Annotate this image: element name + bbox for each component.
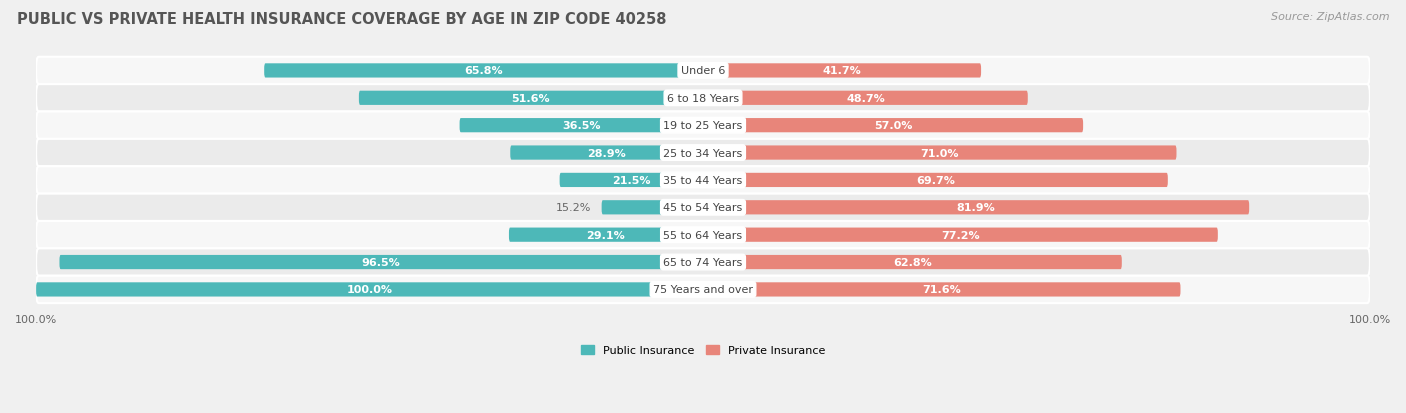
FancyBboxPatch shape: [703, 173, 1168, 188]
FancyBboxPatch shape: [37, 221, 1369, 249]
FancyBboxPatch shape: [37, 112, 1369, 140]
FancyBboxPatch shape: [703, 201, 1249, 215]
Text: 6 to 18 Years: 6 to 18 Years: [666, 94, 740, 104]
FancyBboxPatch shape: [703, 91, 1028, 106]
Text: 69.7%: 69.7%: [915, 176, 955, 185]
FancyBboxPatch shape: [359, 91, 703, 106]
FancyBboxPatch shape: [460, 119, 703, 133]
Text: 21.5%: 21.5%: [612, 176, 651, 185]
Text: 96.5%: 96.5%: [361, 257, 401, 267]
Text: 45 to 54 Years: 45 to 54 Years: [664, 203, 742, 213]
Text: PUBLIC VS PRIVATE HEALTH INSURANCE COVERAGE BY AGE IN ZIP CODE 40258: PUBLIC VS PRIVATE HEALTH INSURANCE COVER…: [17, 12, 666, 27]
Text: 100.0%: 100.0%: [346, 285, 392, 295]
Text: 35 to 44 Years: 35 to 44 Years: [664, 176, 742, 185]
Text: 65.8%: 65.8%: [464, 66, 503, 76]
FancyBboxPatch shape: [703, 146, 1177, 160]
FancyBboxPatch shape: [37, 167, 1369, 194]
FancyBboxPatch shape: [37, 57, 1369, 85]
FancyBboxPatch shape: [264, 64, 703, 78]
FancyBboxPatch shape: [560, 173, 703, 188]
FancyBboxPatch shape: [37, 282, 703, 297]
FancyBboxPatch shape: [703, 228, 1218, 242]
Text: 71.6%: 71.6%: [922, 285, 962, 295]
Text: 57.0%: 57.0%: [875, 121, 912, 131]
FancyBboxPatch shape: [59, 255, 703, 270]
Text: 36.5%: 36.5%: [562, 121, 600, 131]
Text: 41.7%: 41.7%: [823, 66, 862, 76]
Text: Source: ZipAtlas.com: Source: ZipAtlas.com: [1271, 12, 1389, 22]
Text: 55 to 64 Years: 55 to 64 Years: [664, 230, 742, 240]
Text: 71.0%: 71.0%: [921, 148, 959, 158]
Text: 25 to 34 Years: 25 to 34 Years: [664, 148, 742, 158]
Text: 29.1%: 29.1%: [586, 230, 626, 240]
FancyBboxPatch shape: [37, 140, 1369, 167]
FancyBboxPatch shape: [37, 85, 1369, 112]
FancyBboxPatch shape: [703, 282, 1181, 297]
FancyBboxPatch shape: [703, 255, 1122, 270]
FancyBboxPatch shape: [703, 119, 1083, 133]
Text: 48.7%: 48.7%: [846, 94, 884, 104]
FancyBboxPatch shape: [37, 276, 1369, 304]
Text: 65 to 74 Years: 65 to 74 Years: [664, 257, 742, 267]
FancyBboxPatch shape: [37, 194, 1369, 221]
Text: 15.2%: 15.2%: [557, 203, 592, 213]
Text: Under 6: Under 6: [681, 66, 725, 76]
Text: 75 Years and over: 75 Years and over: [652, 285, 754, 295]
Text: 19 to 25 Years: 19 to 25 Years: [664, 121, 742, 131]
FancyBboxPatch shape: [602, 201, 703, 215]
Text: 28.9%: 28.9%: [588, 148, 626, 158]
Text: 51.6%: 51.6%: [512, 94, 550, 104]
FancyBboxPatch shape: [510, 146, 703, 160]
Text: 77.2%: 77.2%: [941, 230, 980, 240]
FancyBboxPatch shape: [509, 228, 703, 242]
Legend: Public Insurance, Private Insurance: Public Insurance, Private Insurance: [576, 340, 830, 360]
FancyBboxPatch shape: [703, 64, 981, 78]
Text: 81.9%: 81.9%: [956, 203, 995, 213]
FancyBboxPatch shape: [37, 249, 1369, 276]
Text: 62.8%: 62.8%: [893, 257, 932, 267]
